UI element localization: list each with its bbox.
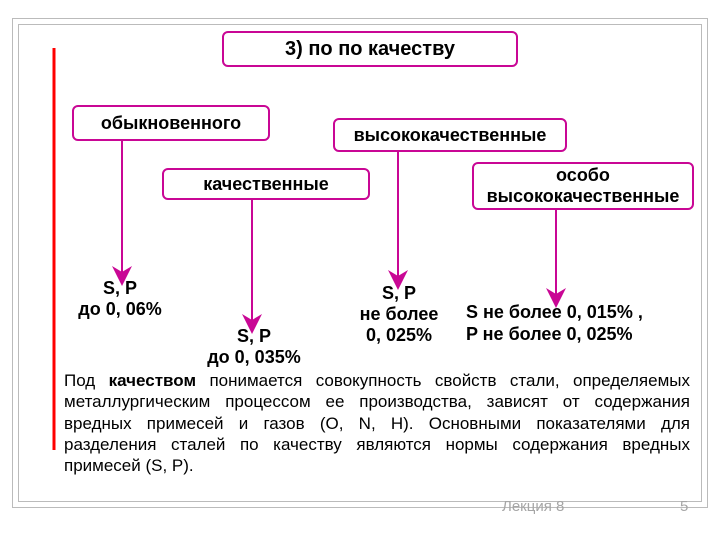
slide-root: { "type": "flowchart", "background_color… — [0, 0, 720, 540]
node-high-quality: высококачественные — [333, 118, 567, 152]
label-sp-4a: S не более 0, 015% , — [466, 302, 692, 323]
label-sp-1: S, Pдо 0, 06% — [62, 278, 178, 320]
footer-lecture: Лекция 8 — [502, 498, 564, 515]
paragraph: Под качеством понимается совокупность св… — [64, 370, 690, 476]
node-ordinary: обыкновенного — [72, 105, 270, 141]
label-sp-3: S, Pне более0, 025% — [344, 283, 454, 346]
node-quality: качественные — [162, 168, 370, 200]
title-box: 3) по по качеству — [222, 31, 518, 67]
node-extra-quality: особо высококачественные — [472, 162, 694, 210]
label-sp-4b: P не более 0, 025% — [466, 324, 692, 345]
label-sp-2: S, Pдо 0, 035% — [194, 326, 314, 368]
footer-page: 5 — [680, 498, 688, 515]
